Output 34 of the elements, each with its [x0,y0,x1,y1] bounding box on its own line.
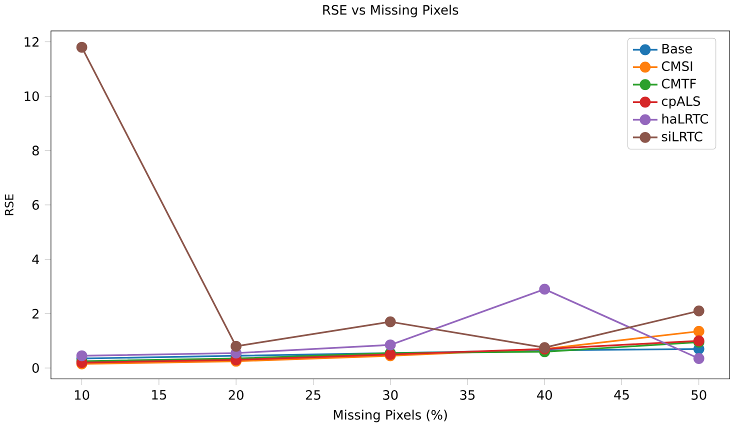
point [76,42,88,53]
x-tick-label: 15 [152,390,166,400]
x-tick-label: 35 [460,390,475,400]
y-tick-label: 2 [32,308,38,318]
legend-label: CMSI [662,61,692,72]
y-tick-label: 4 [32,254,40,264]
point [693,326,704,337]
x-axis-title: Missing Pixels (%) [334,410,447,422]
x-tick-label: 20 [228,390,244,400]
y-tick-label: 0 [32,363,39,373]
x-tick-label: 40 [537,390,552,400]
x-tick-label: 25 [306,390,320,400]
chart-title: RSE vs Missing Pixels [323,4,458,18]
x-tick-label: 50 [692,390,706,400]
x-tick-label: 30 [383,390,398,400]
legend-label: CMTF [662,78,696,89]
point [384,316,396,328]
y-tick-label: 6 [32,200,39,210]
legend-label: haLRTC [662,114,708,124]
legend-label: cpALS [662,96,700,109]
point [693,305,704,316]
y-axis-title: RSE [4,194,14,216]
x-tick-label: 45 [614,390,629,400]
legend-label: Base [662,44,692,54]
legend-label: siLRTC [662,131,702,142]
point [693,353,704,364]
x-tick-label: 10 [75,390,90,400]
point [539,284,550,295]
y-tick-label: 10 [24,91,39,102]
point [76,350,88,362]
y-tick-label: 8 [32,146,39,156]
point [230,340,242,352]
y-tick-label: 12 [24,37,38,47]
point [384,339,396,350]
